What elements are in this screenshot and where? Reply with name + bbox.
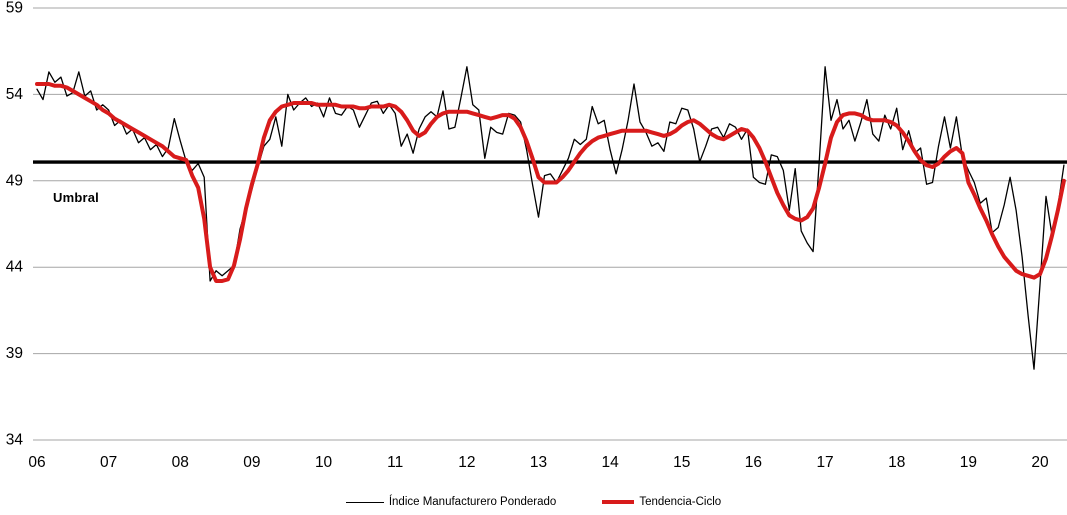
- x-axis-label-14: 14: [602, 454, 620, 471]
- red-line-swatch-icon: [602, 500, 635, 504]
- y-axis-label-49: 49: [6, 172, 23, 189]
- x-axis-label-08: 08: [172, 454, 189, 471]
- x-axis-label-10: 10: [315, 454, 333, 471]
- x-axis-label-19: 19: [960, 454, 977, 471]
- x-axis-label-11: 11: [387, 454, 403, 471]
- x-axis-label-15: 15: [673, 454, 690, 471]
- chart-legend: Índice Manufacturero Ponderado Tendencia…: [0, 496, 1067, 508]
- legend-label-trend: Tendencia-Ciclo: [639, 496, 722, 508]
- x-axis-label-09: 09: [243, 454, 260, 471]
- y-axis-label-39: 39: [6, 345, 23, 362]
- legend-item-trend: Tendencia-Ciclo: [602, 496, 721, 508]
- x-axis-label-12: 12: [458, 454, 475, 471]
- y-axis-label-44: 44: [6, 259, 24, 276]
- black-line-swatch-icon: [345, 501, 384, 503]
- x-axis-label-20: 20: [1031, 454, 1049, 471]
- y-axis-label-34: 34: [6, 432, 24, 449]
- y-axis-label-59: 59: [6, 0, 23, 17]
- legend-label-index: Índice Manufacturero Ponderado: [388, 496, 557, 508]
- x-axis-label-06: 06: [28, 454, 45, 471]
- x-axis-label-18: 18: [888, 454, 905, 471]
- threshold-label: Umbral: [53, 190, 99, 205]
- y-axis-label-54: 54: [6, 86, 24, 103]
- legend-item-index: Índice Manufacturero Ponderado: [345, 496, 557, 508]
- trend-cycle-series-line: [35, 82, 1066, 283]
- x-axis-label-07: 07: [100, 454, 117, 471]
- x-axis-label-13: 13: [530, 454, 547, 471]
- index-series-line: [36, 66, 1065, 370]
- x-axis-label-17: 17: [816, 454, 833, 471]
- x-axis-label-16: 16: [745, 454, 762, 471]
